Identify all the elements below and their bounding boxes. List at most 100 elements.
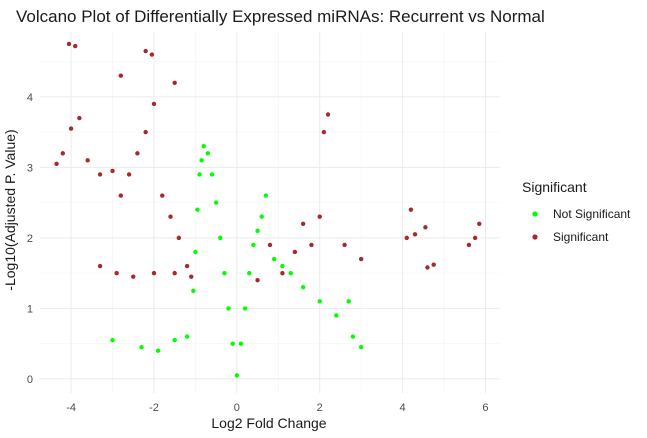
data-point: [317, 214, 322, 219]
data-point: [234, 373, 240, 378]
data-point: [209, 172, 215, 177]
data-point: [288, 270, 293, 276]
data-point: [477, 221, 482, 226]
grid-minor: [40, 32, 500, 393]
x-tick-label: 6: [482, 402, 488, 414]
data-point: [466, 242, 472, 248]
x-tick-label: -4: [66, 402, 76, 414]
data-point: [412, 232, 418, 237]
data-point: [271, 256, 277, 262]
data-point: [184, 263, 190, 269]
significant-points: [54, 41, 482, 283]
data-point: [259, 214, 264, 219]
x-tick-labels: -4 -2 0 2 4 6: [66, 402, 488, 414]
data-point: [60, 151, 65, 156]
x-tick-label: 4: [400, 402, 406, 414]
chart-title: Volcano Plot of Differentially Expressed…: [16, 7, 545, 26]
data-point: [408, 207, 414, 212]
grid-major: [40, 32, 500, 393]
data-point: [280, 263, 285, 269]
y-tick-label: 2: [27, 233, 33, 245]
data-point: [85, 158, 90, 163]
x-tick-label: -2: [149, 402, 159, 414]
legend-swatch-not-significant: [532, 211, 538, 217]
data-point: [247, 270, 252, 276]
data-point: [280, 270, 285, 276]
data-point: [197, 172, 202, 177]
y-tick-labels: 0 1 2 3 4: [27, 92, 33, 386]
data-point: [172, 337, 177, 343]
data-point: [425, 265, 430, 270]
data-point: [149, 52, 155, 57]
data-point: [193, 249, 198, 255]
data-point: [205, 151, 211, 156]
data-point: [321, 129, 327, 135]
data-point: [155, 348, 161, 353]
data-point: [97, 172, 103, 177]
data-point: [114, 270, 119, 276]
data-point: [168, 214, 173, 219]
data-point: [77, 115, 82, 121]
data-point: [358, 344, 364, 350]
data-point: [263, 193, 269, 198]
legend-label-not-significant: Not Significant: [553, 207, 631, 221]
data-point: [126, 172, 132, 177]
data-point: [242, 306, 248, 311]
data-point: [300, 221, 306, 226]
data-point: [317, 299, 322, 304]
legend-title: Significant: [522, 179, 587, 195]
data-point: [255, 228, 260, 234]
data-point: [176, 235, 182, 241]
data-point: [189, 274, 194, 279]
not-significant-points: [110, 144, 364, 378]
data-point: [213, 200, 219, 205]
data-point: [309, 242, 314, 248]
x-tick-label: 2: [317, 402, 323, 414]
legend-swatch-significant: [532, 234, 538, 240]
data-point: [110, 337, 115, 343]
data-point: [110, 168, 115, 174]
data-point: [68, 126, 74, 131]
data-point: [172, 80, 177, 85]
data-point: [346, 299, 351, 304]
data-point: [199, 158, 204, 163]
data-point: [118, 193, 124, 198]
y-axis-label: -Log10(Adjusted P. Value): [2, 129, 18, 290]
y-tick-label: 3: [27, 162, 33, 174]
data-point: [195, 207, 200, 212]
y-tick-label: 1: [27, 303, 33, 315]
data-point: [230, 341, 235, 346]
data-point: [151, 270, 157, 276]
data-point: [97, 263, 103, 269]
data-point: [160, 193, 165, 198]
x-axis-label: Log2 Fold Change: [211, 415, 326, 431]
data-point: [404, 235, 409, 241]
data-point: [431, 262, 436, 267]
data-point: [143, 48, 148, 54]
data-point: [139, 344, 144, 350]
data-point: [73, 43, 78, 49]
data-point: [300, 285, 306, 290]
legend: Significant Not Significant Significant: [522, 179, 631, 244]
data-point: [218, 235, 223, 241]
data-point: [118, 73, 124, 78]
data-point: [222, 270, 227, 276]
data-point: [143, 129, 148, 135]
data-point: [191, 288, 196, 293]
x-tick-label: 0: [234, 402, 240, 414]
data-point: [350, 334, 356, 339]
data-point: [267, 242, 273, 248]
data-point: [251, 242, 256, 248]
y-tick-label: 0: [27, 374, 33, 386]
data-point: [342, 242, 347, 248]
data-point: [184, 334, 190, 339]
data-point: [423, 225, 428, 230]
data-point: [131, 274, 136, 279]
data-point: [255, 277, 260, 283]
data-point: [54, 161, 59, 167]
data-point: [292, 249, 298, 255]
data-point: [238, 341, 244, 346]
data-point: [325, 112, 331, 117]
data-point: [172, 270, 177, 276]
data-point: [226, 306, 231, 311]
